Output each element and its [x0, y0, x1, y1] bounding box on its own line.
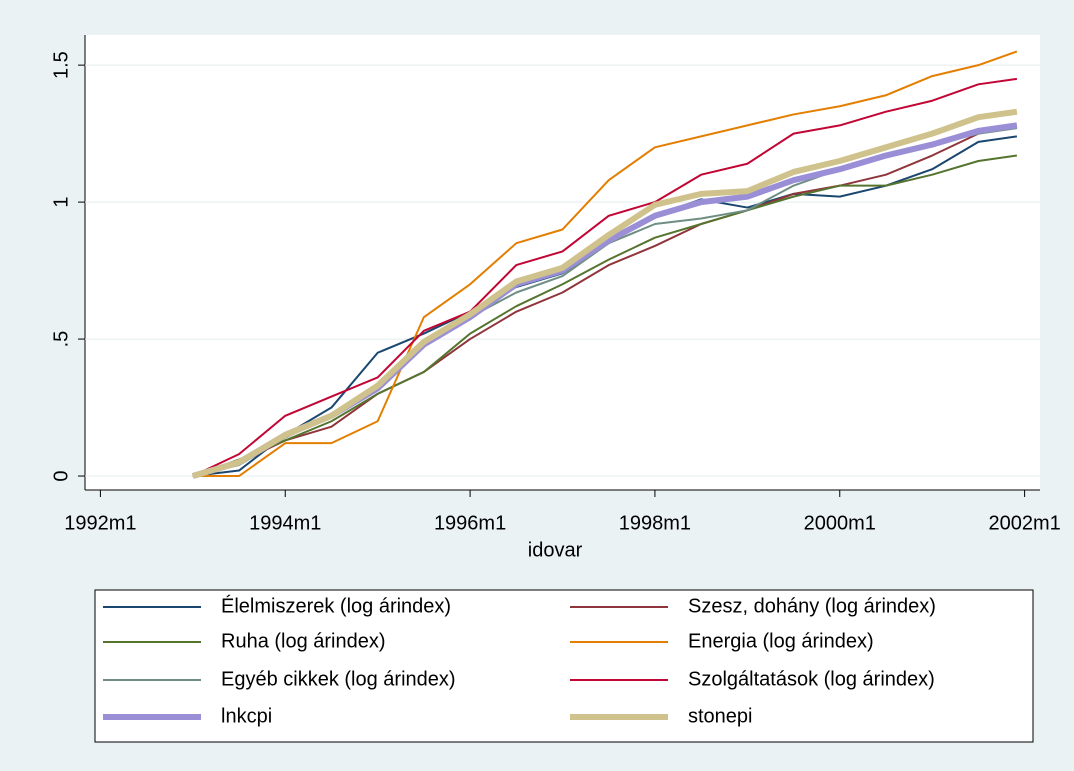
y-tick-label: .5 [50, 331, 72, 348]
legend-label: Egyéb cikkek (log árindex) [221, 668, 456, 690]
series-line [191, 108, 1018, 479]
series-line [192, 124, 1018, 477]
legend-label: lnkcpi [221, 705, 272, 727]
series-line [192, 50, 1018, 478]
y-tick-label: 1.5 [50, 51, 72, 79]
y-tick-label: 1 [50, 197, 72, 208]
x-tick-label: 1998m1 [619, 512, 691, 534]
x-tick-label: 2000m1 [804, 512, 876, 534]
y-tick-label: 0 [50, 470, 72, 481]
legend-label: Szolgáltatások (log árindex) [688, 668, 935, 690]
series-line [192, 154, 1018, 477]
legend-label: Szesz, dohány (log árindex) [688, 595, 936, 617]
legend-label: Élelmiszerek (log árindex) [221, 594, 451, 617]
x-tick-label: 1994m1 [249, 512, 321, 534]
x-axis-title: idovar [528, 539, 583, 561]
x-tick-label: 2002m1 [988, 512, 1060, 534]
legend [94, 589, 1034, 743]
legend-label: Energia (log árindex) [688, 630, 874, 652]
series-line [192, 77, 1018, 477]
legend-label: Ruha (log árindex) [221, 630, 386, 652]
x-tick-label: 1996m1 [434, 512, 506, 534]
legend-label: stonepi [688, 705, 753, 727]
plot-area [85, 35, 1040, 490]
x-tick-label: 1992m1 [64, 512, 136, 534]
